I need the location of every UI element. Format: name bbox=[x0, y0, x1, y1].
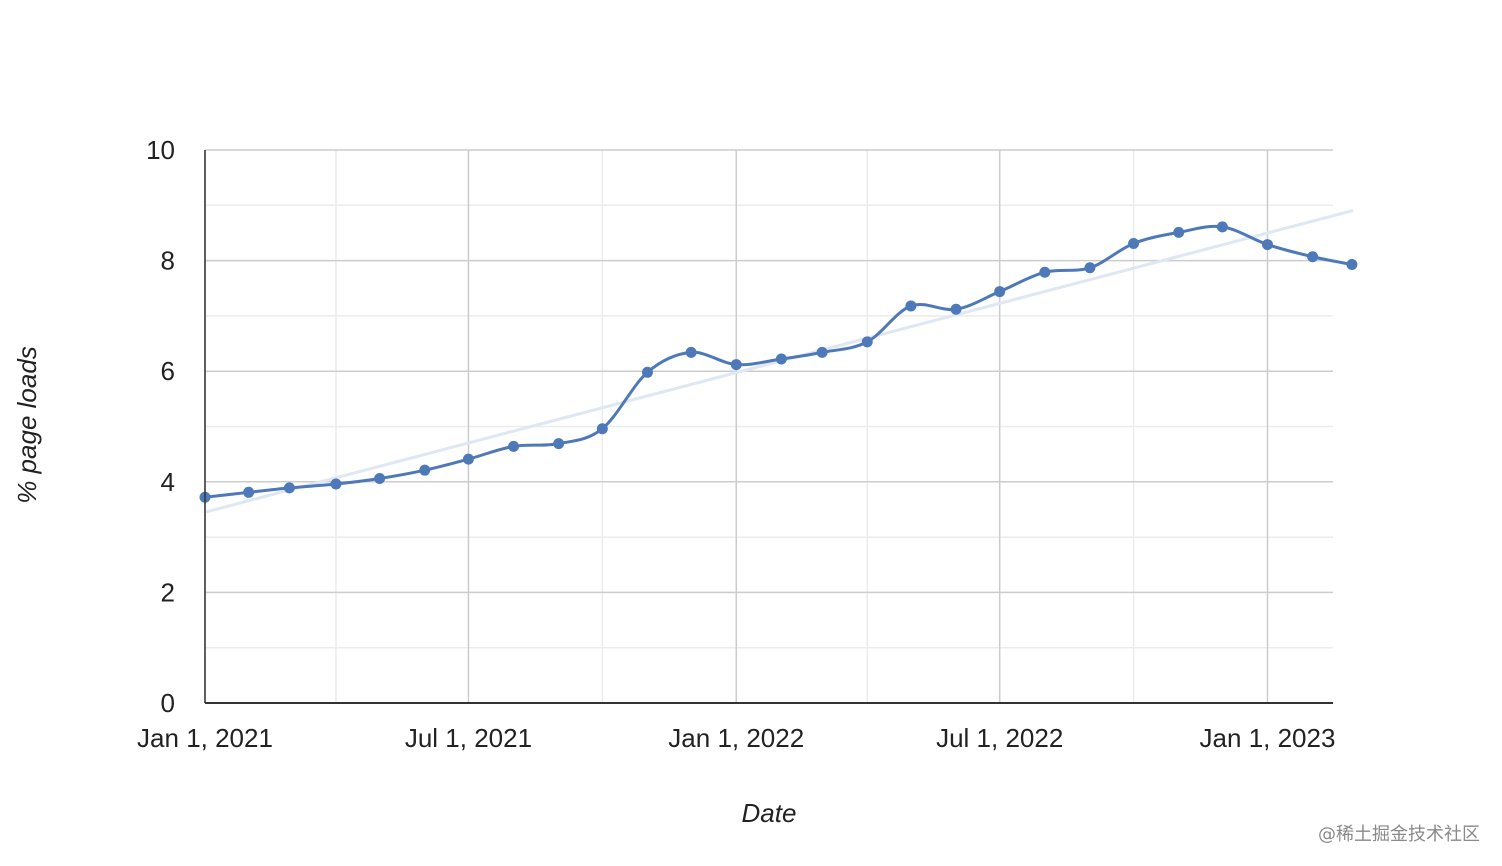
data-point bbox=[508, 440, 520, 452]
x-tick-labels: Jan 1, 2021 Jul 1, 2021 Jan 1, 2022 Jul 1, … bbox=[137, 723, 1335, 753]
y-tick-label: 2 bbox=[161, 577, 175, 607]
data-point bbox=[374, 472, 386, 484]
data-point bbox=[462, 453, 474, 465]
data-point bbox=[1084, 262, 1096, 274]
y-axis-title: % page loads bbox=[12, 346, 42, 504]
data-point bbox=[1346, 258, 1358, 270]
y-tick-label: 10 bbox=[146, 135, 175, 165]
data-point bbox=[243, 486, 255, 498]
y-tick-label: 4 bbox=[161, 467, 175, 497]
data-point bbox=[553, 438, 565, 450]
data-point bbox=[861, 336, 873, 348]
data-point bbox=[419, 464, 431, 476]
y-tick-label: 8 bbox=[161, 246, 175, 276]
data-point bbox=[283, 482, 295, 494]
data-point bbox=[1039, 266, 1051, 278]
data-point bbox=[775, 353, 787, 365]
x-tick-label: Jan 1, 2022 bbox=[668, 723, 804, 753]
data-point bbox=[1307, 251, 1319, 263]
data-point bbox=[596, 423, 608, 435]
data-point bbox=[1173, 226, 1185, 238]
data-point bbox=[330, 478, 342, 490]
data-point bbox=[730, 359, 742, 371]
y-tick-label: 0 bbox=[161, 688, 175, 718]
major-gridlines bbox=[204, 149, 1333, 703]
data-point bbox=[816, 346, 828, 358]
x-tick-label: Jan 1, 2021 bbox=[137, 723, 273, 753]
data-point bbox=[641, 366, 653, 378]
x-tick-label: Jul 1, 2022 bbox=[936, 723, 1063, 753]
data-point bbox=[1128, 237, 1140, 249]
data-point bbox=[1216, 221, 1228, 233]
data-point bbox=[905, 300, 917, 312]
y-tick-label: 6 bbox=[161, 356, 175, 386]
axes bbox=[204, 150, 1333, 704]
x-tick-label: Jan 1, 2023 bbox=[1200, 723, 1336, 753]
y-tick-labels: 0 2 4 6 8 10 bbox=[146, 135, 175, 718]
data-point bbox=[950, 303, 962, 315]
data-point bbox=[685, 346, 697, 358]
minor-gridlines bbox=[205, 150, 1333, 703]
series-layer bbox=[199, 221, 1358, 503]
data-point bbox=[994, 286, 1006, 298]
watermark: @稀土掘金技术社区 bbox=[1318, 824, 1480, 845]
x-axis-title: Date bbox=[742, 798, 797, 828]
data-point bbox=[1262, 239, 1274, 251]
x-tick-label: Jul 1, 2021 bbox=[405, 723, 532, 753]
